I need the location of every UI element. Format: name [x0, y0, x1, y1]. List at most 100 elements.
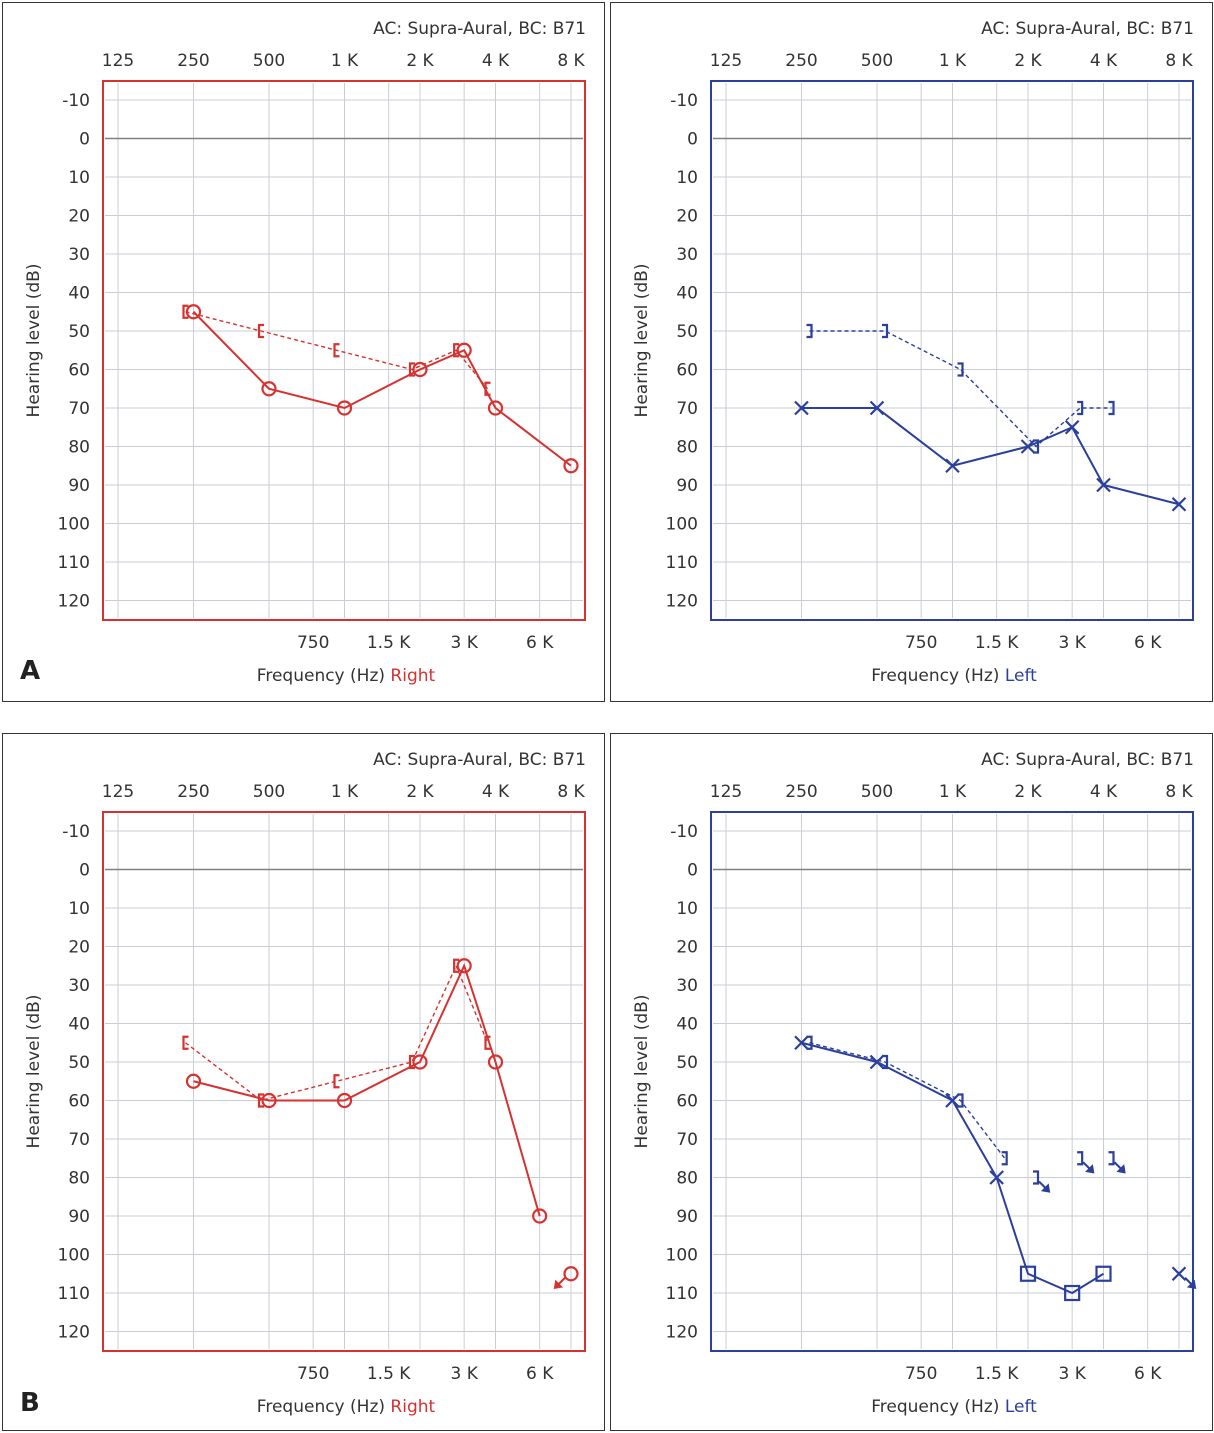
ac-marker-3000hz: [456, 342, 472, 358]
top-tick-label: 1 K: [331, 51, 359, 71]
top-tick-label: 1 K: [939, 51, 967, 71]
bottom-tick-label: 1.5 K: [367, 1364, 411, 1384]
y-tick-label: 40: [676, 1015, 698, 1035]
y-tick-label: -10: [670, 91, 698, 111]
top-tick-label: 8 K: [557, 51, 585, 71]
ac-series-line: [192, 311, 572, 467]
plot-border: [102, 811, 586, 1352]
y-tick-label: 50: [68, 322, 90, 342]
bc-marker-2000hz: [408, 362, 415, 377]
top-tick-label: 250: [177, 51, 209, 71]
y-tick-label: 20: [676, 207, 698, 227]
top-tick-label: 2 K: [406, 51, 434, 71]
ac-marker-2000hz: [1019, 1265, 1037, 1282]
top-tick-label: 125: [710, 51, 742, 71]
ac-marker-6000hz: [532, 1208, 548, 1224]
ac-marker-500hz: [869, 1054, 885, 1070]
bc-marker-250hz: [182, 304, 189, 319]
y-tick-label: 80: [676, 1169, 698, 1189]
y-tick-label: 0: [79, 861, 90, 881]
y-tick-label: 110: [666, 553, 698, 573]
x-axis-title: Frequency (Hz): [871, 666, 1005, 686]
y-tick-label: 20: [68, 938, 90, 958]
chart-header: AC: Supra-Aural, BC: B71: [981, 19, 1194, 39]
ac-marker-500hz: [261, 381, 277, 397]
y-tick-label: 90: [68, 1207, 90, 1227]
y-tick-label: 90: [676, 476, 698, 496]
top-tick-label: 125: [102, 51, 134, 71]
y-tick-label: 80: [68, 438, 90, 458]
y-tick-label: 50: [676, 322, 698, 342]
y-tick-label: 20: [68, 207, 90, 227]
y-tick-label: 120: [58, 592, 90, 612]
ac-marker-1000hz: [336, 1092, 353, 1109]
x-axis-label: Frequency (Hz) Left: [871, 1397, 1037, 1417]
y-tick-label: 70: [676, 1130, 698, 1150]
bc-marker-1000hz: [957, 362, 964, 377]
y-tick-label: 70: [68, 399, 90, 419]
y-tick-label: 100: [666, 515, 698, 535]
top-tick-label: 500: [253, 51, 285, 71]
bottom-tick-label: 3 K: [450, 633, 478, 653]
ac-marker-8000hz: [563, 458, 579, 474]
bottom-tick-label: 3 K: [1058, 1364, 1086, 1384]
ac-no-response-8000hz: [553, 1277, 566, 1289]
ac-marker-4000hz: [1096, 477, 1111, 493]
bottom-tick-label: 6 K: [526, 1364, 554, 1384]
bc-marker-1000hz: [333, 343, 340, 358]
bc-series-line: [809, 1042, 1006, 1159]
ac-series-line: [193, 963, 541, 1217]
top-tick-label: 1 K: [939, 782, 967, 802]
y-tick-label: -10: [62, 822, 90, 842]
bottom-tick-label: 6 K: [1134, 1364, 1162, 1384]
y-tick-label: 50: [676, 1053, 698, 1073]
x-axis-title: Frequency (Hz): [257, 1397, 391, 1417]
y-tick-label: 120: [58, 1323, 90, 1343]
grid: [105, 83, 583, 618]
y-tick-label: 90: [68, 476, 90, 496]
bottom-tick-label: 6 K: [1134, 633, 1162, 653]
top-tick-label: 4 K: [482, 782, 510, 802]
top-tick-label: 4 K: [1090, 782, 1118, 802]
bc-marker-2000hz: [1033, 439, 1040, 454]
bc-marker-4000hz: [1108, 400, 1115, 416]
ac-marker-2000hz: [412, 361, 428, 378]
y-tick-label: 90: [676, 1207, 698, 1227]
y-tick-label: 110: [666, 1284, 698, 1304]
ear-label: Left: [1005, 666, 1037, 686]
chart-header: AC: Supra-Aural, BC: B71: [981, 750, 1194, 770]
bc-marker-1000hz: [333, 1074, 340, 1089]
ac-marker-3000hz: [1064, 1284, 1081, 1302]
plot-border: [710, 811, 1194, 1352]
plot-border: [102, 80, 586, 621]
ear-label: Right: [390, 1397, 435, 1417]
ear-label: Left: [1005, 1397, 1037, 1417]
bottom-tick-label: 6 K: [526, 633, 554, 653]
chart-header: AC: Supra-Aural, BC: B71: [373, 19, 586, 39]
y-tick-label: 0: [79, 130, 90, 150]
grid: [713, 83, 1191, 618]
y-tick-label: -10: [670, 822, 698, 842]
ac-marker-1000hz: [945, 458, 960, 474]
top-tick-label: 1 K: [331, 782, 359, 802]
y-tick-label: 30: [676, 976, 698, 996]
top-tick-label: 2 K: [406, 782, 434, 802]
top-tick-label: 8 K: [557, 782, 585, 802]
top-tick-label: 4 K: [482, 51, 510, 71]
bc-series-line: [185, 311, 489, 390]
y-tick-label: 100: [58, 1246, 90, 1266]
panel-letter-a: A: [20, 656, 41, 686]
ac-series-line: [801, 407, 1180, 506]
y-tick-label: -10: [62, 91, 90, 111]
x-axis-label: Frequency (Hz) Right: [257, 666, 436, 686]
top-tick-label: 4 K: [1090, 51, 1118, 71]
y-tick-label: 70: [676, 399, 698, 419]
chart-header: AC: Supra-Aural, BC: B71: [373, 750, 586, 770]
bc-marker-1500hz: [1001, 1151, 1008, 1166]
bottom-tick-label: 3 K: [450, 1364, 478, 1384]
y-tick-label: 40: [68, 284, 90, 304]
y-tick-label: 110: [58, 1284, 90, 1304]
